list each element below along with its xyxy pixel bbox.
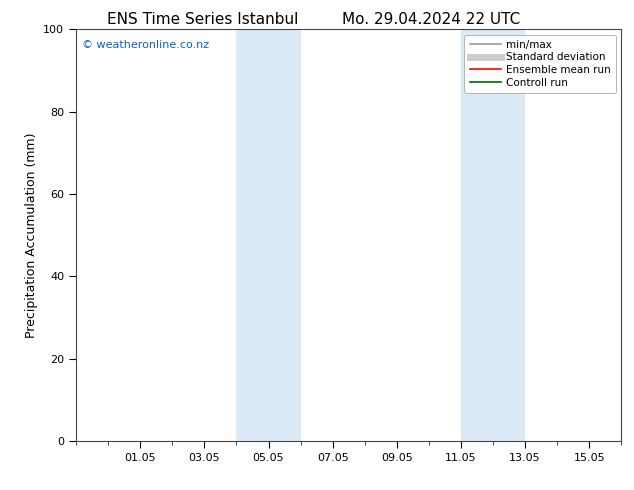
Bar <box>236 29 301 441</box>
Text: © weatheronline.co.nz: © weatheronline.co.nz <box>82 40 209 49</box>
Legend: min/max, Standard deviation, Ensemble mean run, Controll run: min/max, Standard deviation, Ensemble me… <box>465 35 616 93</box>
Bar <box>461 29 525 441</box>
Y-axis label: Precipitation Accumulation (mm): Precipitation Accumulation (mm) <box>25 132 37 338</box>
Text: ENS Time Series Istanbul: ENS Time Series Istanbul <box>107 12 299 27</box>
Text: Mo. 29.04.2024 22 UTC: Mo. 29.04.2024 22 UTC <box>342 12 521 27</box>
